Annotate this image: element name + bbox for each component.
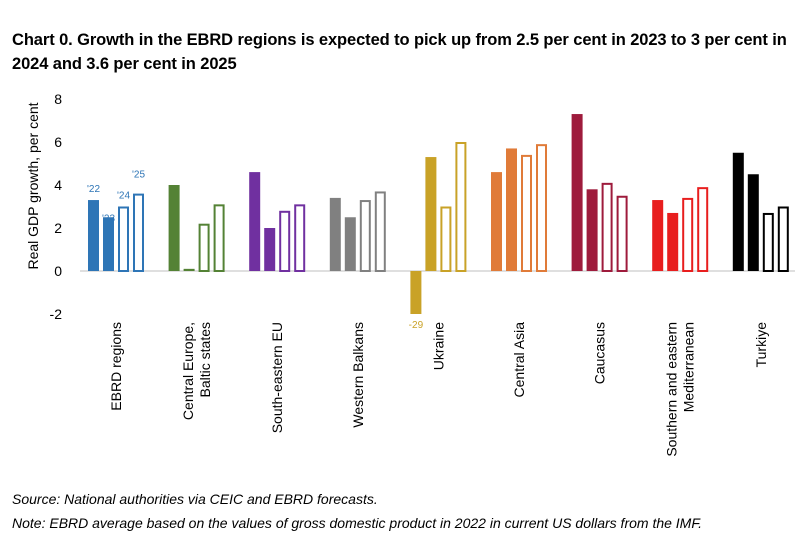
bar [249, 172, 261, 271]
category-label-line: Western Balkans [350, 322, 366, 428]
bar [601, 182, 613, 273]
bar [329, 197, 341, 271]
category-label: Western Balkans [350, 322, 366, 428]
bar-groups: '22 '23'24'25 -29 [87, 114, 789, 331]
category-label: South-eastern EU [269, 322, 285, 433]
category-label-line: South-eastern EU [269, 322, 285, 433]
bar-group: '22 '23'24'25 [87, 170, 145, 273]
bar [491, 172, 502, 271]
category-label-line: Central Asia [511, 322, 527, 398]
bar [586, 189, 598, 271]
y-axis: -2 0 2 4 6 8 [50, 91, 63, 322]
category-label-line: Central Europe, [180, 322, 196, 420]
bar [571, 114, 583, 271]
bar [506, 148, 517, 271]
y-axis-title: Real GDP growth, per cent [25, 102, 41, 269]
bar-group [168, 185, 225, 273]
bar [616, 195, 628, 272]
bar [103, 217, 114, 271]
category-label: EBRD regions [108, 322, 124, 411]
category-label-line: Ukraine [430, 322, 446, 370]
bar [88, 200, 99, 271]
y-tick-label: 8 [54, 91, 62, 107]
year-label: '22 [87, 184, 100, 195]
y-tick-label: 6 [54, 134, 62, 150]
y-tick-label: 0 [54, 263, 62, 279]
bar [410, 271, 422, 314]
year-label: '24 [117, 191, 130, 202]
bar-group [571, 114, 628, 273]
bar [732, 152, 744, 271]
bar [213, 204, 225, 273]
category-label-line: EBRD regions [108, 322, 124, 411]
y-tick-label: 4 [54, 177, 62, 193]
category-label: Caucasus [592, 322, 608, 384]
bar-group [329, 191, 386, 272]
bar [118, 206, 129, 272]
category-label-line: Turkiye [753, 322, 769, 368]
bar [682, 197, 694, 272]
bar [652, 200, 664, 271]
category-label: Central Asia [511, 322, 527, 398]
category-label: Ukraine [430, 322, 446, 370]
bar [747, 174, 759, 271]
bar [697, 187, 709, 272]
bar [667, 212, 679, 271]
bar [536, 144, 547, 272]
category-label-line: Baltic states [197, 322, 213, 397]
bar [762, 212, 774, 272]
chart-title: Chart 0. Growth in the EBRD regions is e… [12, 31, 787, 73]
bar-group: -29 [409, 142, 467, 331]
bar [168, 185, 180, 271]
bar [521, 154, 532, 272]
bar-group [249, 172, 306, 273]
category-label: Turkiye [753, 322, 769, 368]
bar [359, 200, 371, 272]
bar [279, 210, 291, 273]
category-label-line: Mediterranean [681, 322, 697, 412]
bar-group [652, 187, 709, 272]
bar-group [491, 144, 547, 272]
category-labels: EBRD regions Central Europe,Baltic states… [108, 322, 769, 457]
bar [440, 206, 452, 272]
category-label-line: Caucasus [592, 322, 608, 384]
bar [294, 204, 306, 273]
y-tick-label: 2 [54, 220, 62, 236]
bar [344, 217, 356, 271]
category-label: Southern and easternMediterranean [664, 322, 697, 457]
bar [198, 223, 210, 272]
year-label: '23 [102, 213, 115, 224]
bar-group [732, 152, 789, 272]
bar [425, 157, 437, 271]
bar [264, 228, 276, 271]
bar [777, 206, 789, 272]
category-label: Central Europe,Baltic states [180, 322, 213, 420]
year-label: '25 [132, 170, 145, 181]
y-tick-label: -2 [50, 306, 63, 322]
bar [183, 268, 195, 271]
methodology-note: Note: EBRD average based on the values o… [12, 515, 702, 531]
category-label-line: Southern and eastern [664, 322, 680, 457]
bar [374, 191, 386, 272]
source-note: Source: National authorities via CEIC an… [12, 491, 378, 507]
bar [455, 142, 467, 272]
outlier-label: -29 [409, 320, 424, 331]
bar [133, 193, 144, 273]
